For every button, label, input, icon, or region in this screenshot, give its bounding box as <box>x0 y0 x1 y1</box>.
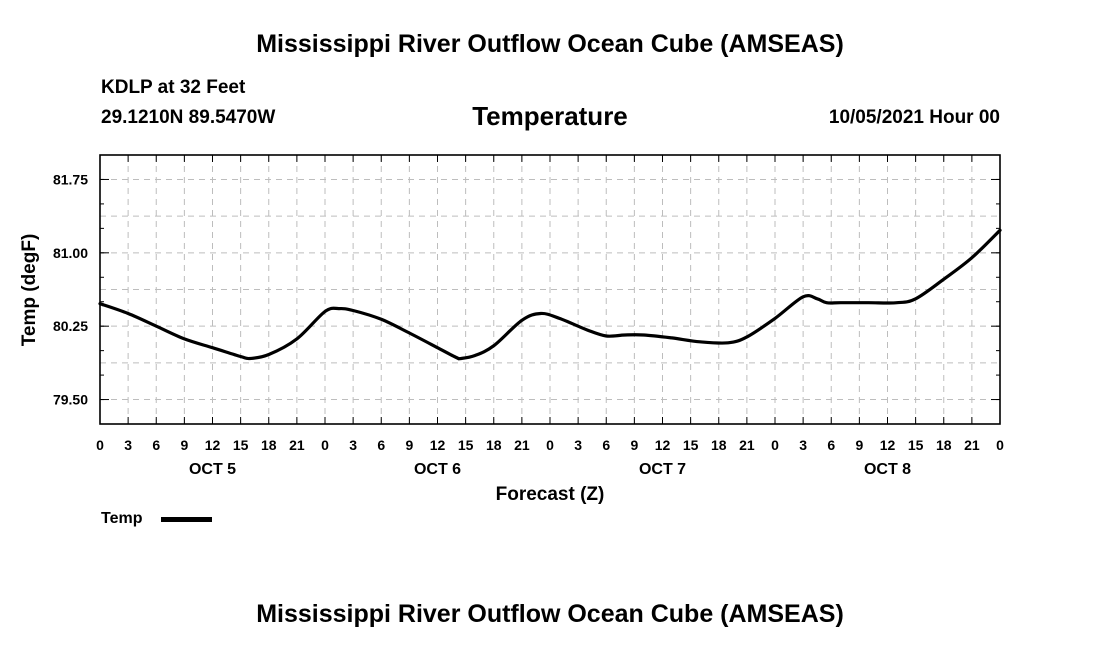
x-tick-label: 6 <box>152 437 160 453</box>
x-tick-label: 15 <box>458 437 474 453</box>
x-tick-label: 21 <box>514 437 530 453</box>
series-line-temp <box>98 228 1002 361</box>
y-axis-title: Temp (degF) <box>19 234 40 347</box>
series-layer <box>98 228 1002 361</box>
x-tick-label: 3 <box>349 437 357 453</box>
page-title: Mississippi River Outflow Ocean Cube (AM… <box>256 30 844 58</box>
x-tick-label: 12 <box>880 437 896 453</box>
x-tick-label: 12 <box>205 437 221 453</box>
axis-ticks <box>99 154 1001 425</box>
x-tick-label: 18 <box>261 437 277 453</box>
footer-title: Mississippi River Outflow Ocean Cube (AM… <box>256 600 844 628</box>
day-label: OCT 7 <box>639 461 686 478</box>
x-tick-label: 0 <box>771 437 779 453</box>
x-tick-label: 3 <box>124 437 132 453</box>
x-tick-label: 21 <box>289 437 305 453</box>
grid-lines <box>100 155 1000 424</box>
chart-title: Temperature <box>472 101 628 131</box>
x-tick-label: 15 <box>683 437 699 453</box>
x-tick-label: 9 <box>405 437 413 453</box>
day-label: OCT 8 <box>864 461 911 478</box>
x-tick-label: 15 <box>233 437 249 453</box>
x-tick-label: 6 <box>602 437 610 453</box>
x-tick-label: 6 <box>827 437 835 453</box>
x-tick-label: 9 <box>180 437 188 453</box>
x-tick-label: 18 <box>711 437 727 453</box>
x-tick-label: 9 <box>630 437 638 453</box>
x-tick-label: 12 <box>655 437 671 453</box>
y-tick-label: 81.75 <box>53 171 88 187</box>
x-tick-label: 15 <box>908 437 924 453</box>
x-tick-label: 6 <box>377 437 385 453</box>
y-tick-label: 81.00 <box>53 245 88 261</box>
x-tick-label: 0 <box>321 437 329 453</box>
x-tick-label: 3 <box>574 437 582 453</box>
x-axis-title: Forecast (Z) <box>496 484 605 505</box>
axis-labels: 0 3 6 9 12 15 18 21 0 3 6 9 12 15 18 21 0 3 6 9 12 15 18 21 0 3 6 9… <box>53 171 1004 478</box>
x-tick-label: 0 <box>546 437 554 453</box>
coordinates-label: 29.1210N 89.5470W <box>101 107 276 128</box>
x-tick-label: 9 <box>855 437 863 453</box>
day-label: OCT 6 <box>414 461 461 478</box>
x-tick-label: 18 <box>486 437 502 453</box>
x-tick-label: 3 <box>799 437 807 453</box>
station-label: KDLP at 32 Feet <box>101 77 246 98</box>
legend-line-swatch <box>161 517 212 522</box>
y-tick-label: 80.25 <box>53 318 88 334</box>
x-tick-label: 21 <box>964 437 980 453</box>
x-tick-label: 0 <box>996 437 1004 453</box>
x-tick-label: 0 <box>96 437 104 453</box>
x-tick-label: 18 <box>936 437 952 453</box>
day-label: OCT 5 <box>189 461 236 478</box>
x-tick-label: 21 <box>739 437 755 453</box>
legend-label: Temp <box>101 510 143 527</box>
datetime-label: 10/05/2021 Hour 00 <box>828 107 1000 128</box>
x-tick-label: 12 <box>430 437 446 453</box>
y-tick-label: 79.50 <box>53 392 88 408</box>
